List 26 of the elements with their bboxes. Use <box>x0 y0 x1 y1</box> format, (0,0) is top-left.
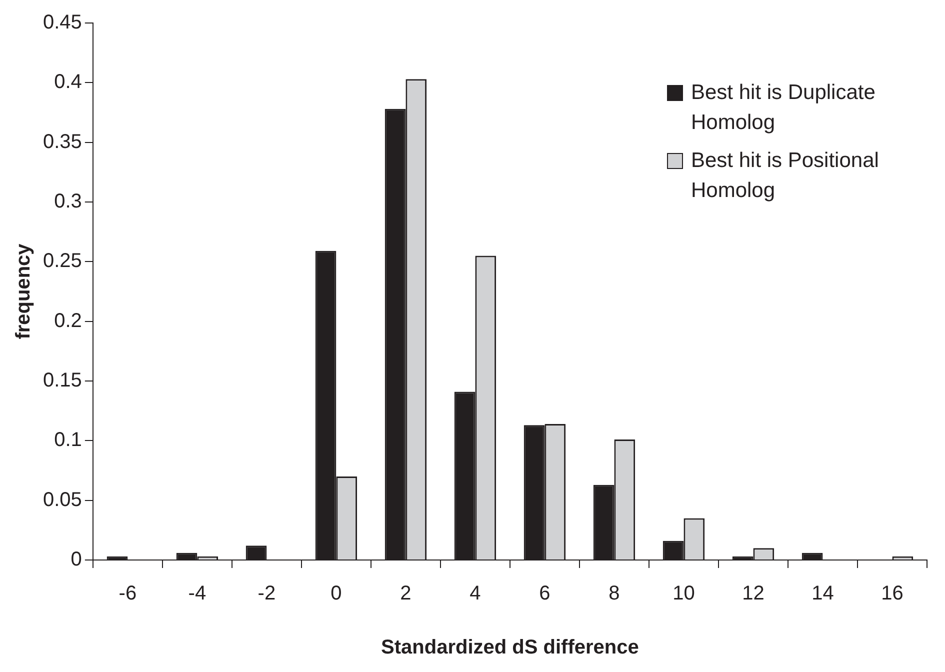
y-tick-label: 0.3 <box>54 190 82 213</box>
y-tick-label: 0.4 <box>54 71 82 94</box>
y-tick-label: 0.35 <box>42 130 82 153</box>
y-tick-label: 0.2 <box>54 310 82 332</box>
x-tick-label: 8 <box>608 582 620 605</box>
x-tick-label: 12 <box>742 582 764 605</box>
y-tick-label: 0.45 <box>42 12 82 34</box>
y-tick-label: 0.1 <box>54 429 82 452</box>
x-tick-label: 14 <box>812 582 834 605</box>
x-tick-label: 2 <box>400 582 412 605</box>
x-tick-label: 16 <box>881 582 904 605</box>
x-axis-title: Standardized dS difference <box>381 636 639 659</box>
legend-label: Best hit is Duplicate Homolog <box>691 80 876 136</box>
x-tick-label: 10 <box>672 582 695 605</box>
x-tick-label: 0 <box>330 582 342 605</box>
y-tick-label: 0.05 <box>42 488 82 511</box>
y-tick-label: 0.15 <box>42 370 82 392</box>
x-tick-label: -6 <box>118 582 137 605</box>
y-axis-title: frequency <box>12 242 35 340</box>
y-tick-label: 0.25 <box>42 250 82 272</box>
x-tick-label: -4 <box>188 582 206 605</box>
x-tick-label: -2 <box>258 582 276 605</box>
x-tick-label: 6 <box>539 582 550 605</box>
legend-label: Best hit is Positional Homolog <box>691 148 880 204</box>
x-tick-label: 4 <box>470 582 481 605</box>
y-tick-label: 0 <box>70 548 82 571</box>
